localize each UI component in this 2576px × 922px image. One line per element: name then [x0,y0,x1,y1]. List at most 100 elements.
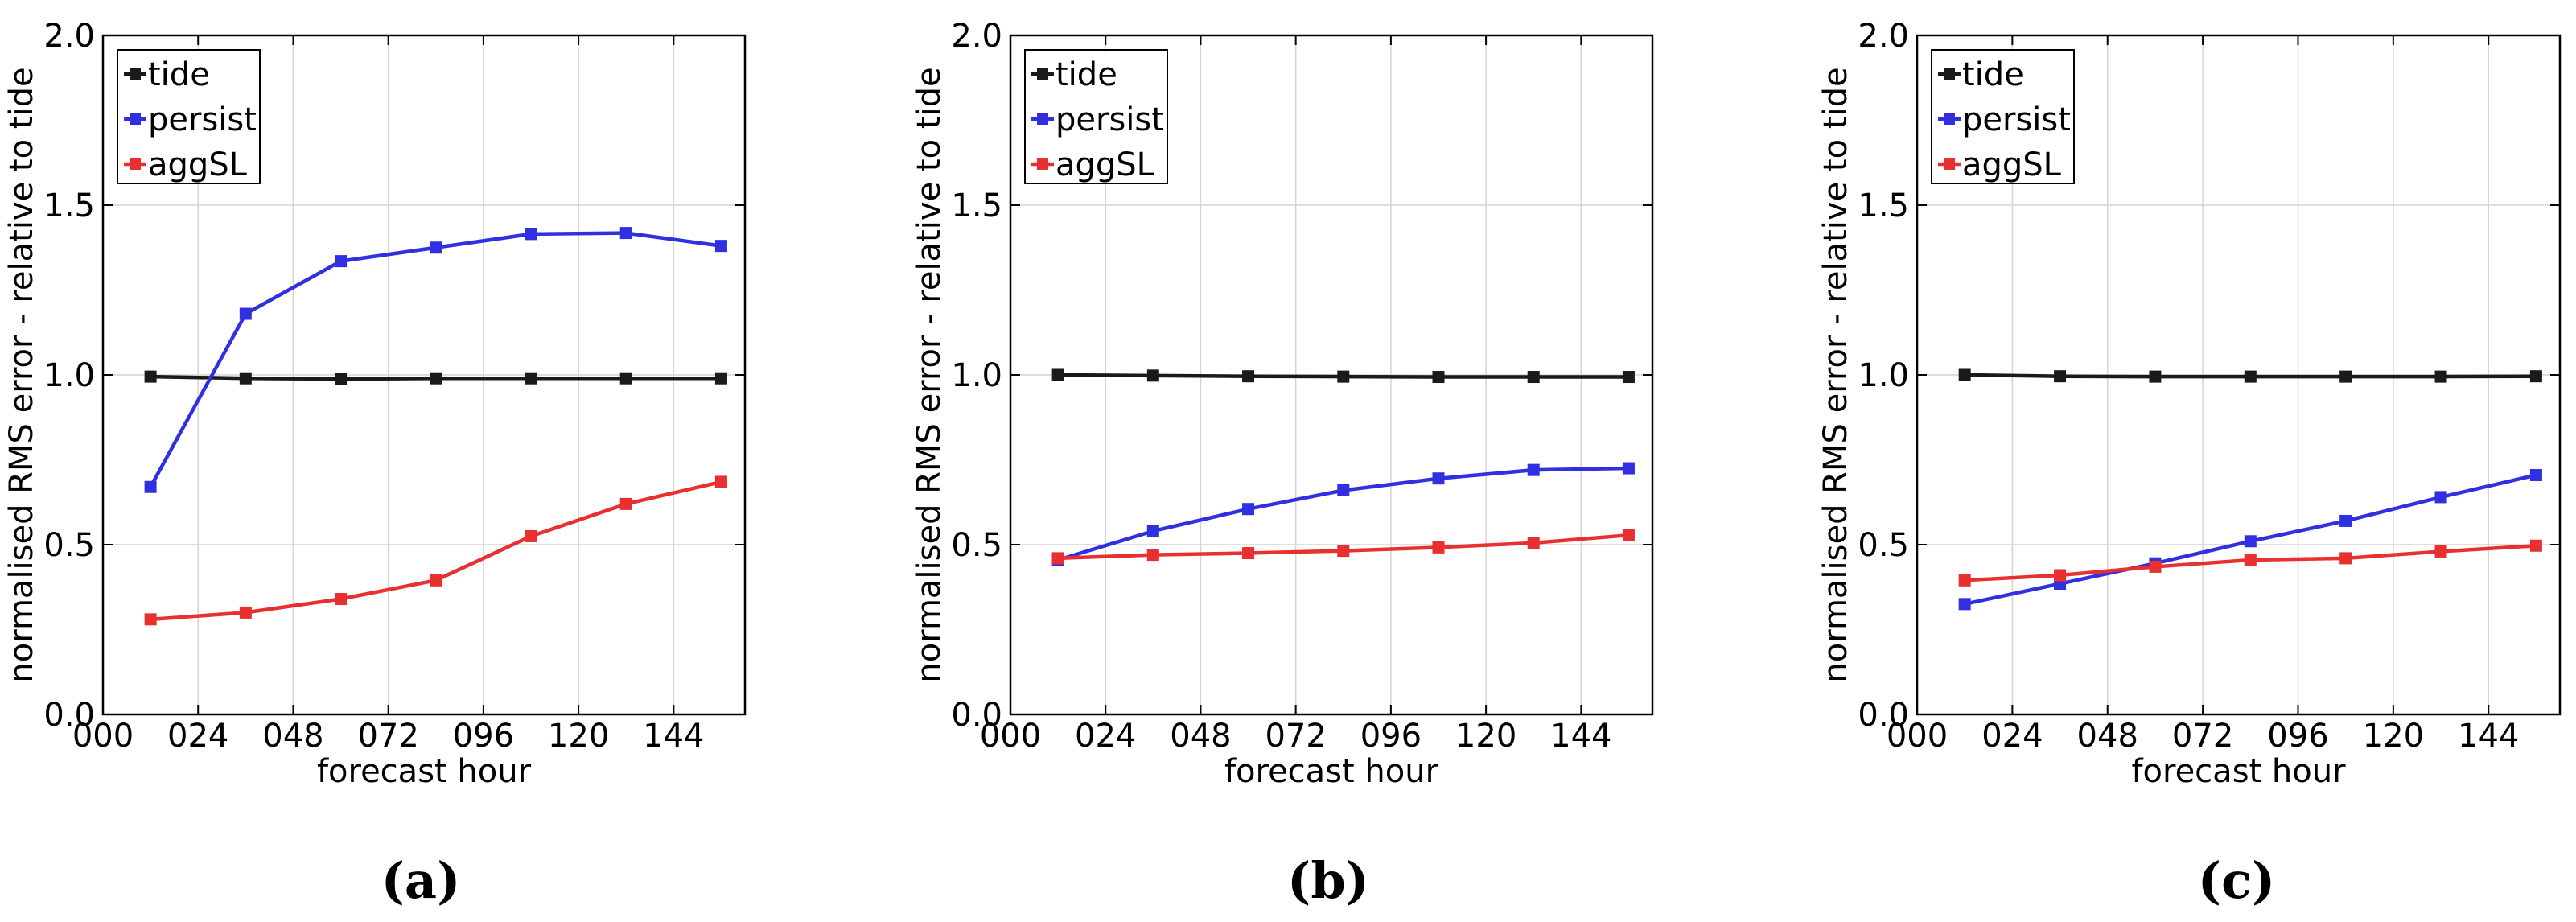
legend-box [117,49,261,184]
data-point-tide [335,373,348,385]
data-point-aggSL [1337,545,1350,558]
data-point-tide [1432,371,1445,384]
data-point-aggSL [1432,541,1445,554]
y-tick-label: 1.5 [43,187,95,224]
chart-panel-a: 000 024 048 072 096 120 144 0.0 0.5 1.0 1.5 2.0 tide… [3,18,747,910]
data-point-persist [619,227,632,240]
x-tick-label: 144 [643,718,704,755]
chart-panel-c: 000 024 048 072 096 120 144 0.0 0.5 1.0 1.5 2.0 tide… [1817,18,2562,910]
data-point-persist [1527,463,1540,476]
x-tick-label: 024 [1075,718,1136,755]
legend-marker-aggSL [130,158,141,170]
y-tick-label: 2.0 [1858,18,1909,55]
x-tick-label: 144 [1550,718,1611,755]
panel-caption: (a) [381,851,461,910]
data-point-persist [1146,525,1159,537]
x-tick-label: 000 [1887,718,1948,755]
legend-box [1024,49,1168,184]
legend: tide persist aggSL [117,49,261,184]
data-point-tide [2529,370,2542,383]
legend-marker-persist [1944,113,1955,125]
x-axis-label: forecast hour [2131,753,2346,790]
legend-marker-aggSL [1944,158,1955,170]
data-point-persist [2244,535,2257,548]
x-tick-label: 048 [262,718,323,755]
x-tick-label: 072 [2172,718,2233,755]
data-point-persist [1958,598,1971,611]
x-tick-label: 096 [2267,718,2328,755]
series-line-aggSL [150,480,722,622]
data-point-aggSL [1146,549,1159,562]
data-point-persist [1337,484,1350,496]
data-point-persist [144,480,157,493]
legend-marker-tide [1944,68,1955,80]
y-tick-label: 0.0 [43,697,95,734]
data-point-aggSL [2054,569,2067,582]
data-point-tide [2434,370,2447,383]
x-tick-label: 048 [2077,718,2138,755]
data-point-tide [1527,371,1540,384]
chart-panel-b: 000 024 048 072 096 120 144 0.0 0.5 1.0 1.5 2.0 tide… [911,18,1654,910]
plot-frame [101,34,747,716]
data-point-aggSL [619,497,632,510]
legend-label-aggSL: aggSL [1056,146,1155,183]
y-tick-label: 0.5 [43,527,95,564]
x-tick-label: 144 [2458,718,2519,755]
panel-caption: (c) [2198,851,2275,910]
x-tick-label: 024 [167,718,228,755]
data-point-persist [430,241,442,254]
legend-label-tide: tide [1962,56,2024,93]
legend-marker-persist [1037,113,1048,125]
y-axis-label: normalised RMS error - relative to tide [911,67,948,682]
data-point-persist [335,255,348,268]
x-tick-label: 072 [357,718,418,755]
y-tick-label: 1.0 [43,357,95,394]
data-point-aggSL [1622,529,1635,541]
data-point-persist [525,228,537,241]
legend-marker-tide [1037,68,1048,80]
data-point-aggSL [144,613,157,626]
legend-label-tide: tide [148,56,210,93]
data-point-aggSL [2339,552,2352,565]
legend-marker-persist [130,113,141,125]
data-point-tide [1051,368,1064,381]
legend-label-persist: persist [1962,101,2071,138]
data-point-aggSL [2529,539,2542,552]
y-tick-label: 0.0 [951,697,1002,734]
y-tick-label: 1.0 [1858,357,1909,394]
x-tick-label: 048 [1170,718,1231,755]
legend: tide persist aggSL [1931,49,2075,184]
data-point-tide [2339,370,2352,383]
x-tick-label: 024 [1981,718,2043,755]
data-point-tide [1622,371,1635,384]
data-point-aggSL [2434,545,2447,558]
y-tick-label: 1.5 [951,187,1002,224]
legend-label-aggSL: aggSL [148,146,248,183]
data-point-persist [2339,514,2352,527]
data-point-persist [1432,472,1445,485]
x-tick-label: 120 [548,718,609,755]
x-tick-label: 120 [2363,718,2424,755]
y-tick-label: 2.0 [951,18,1002,55]
data-point-persist [714,240,727,253]
data-point-aggSL [1051,552,1064,565]
data-point-persist [2434,491,2447,504]
x-tick-label: 120 [1455,718,1516,755]
x-axis-label: forecast hour [317,753,532,790]
data-point-tide [1242,370,1255,383]
legend-label-persist: persist [1056,101,1164,138]
legend-box [1931,49,2075,184]
y-tick-label: 1.5 [1858,187,1909,224]
data-point-aggSL [1527,537,1540,549]
legend-marker-aggSL [1037,158,1048,170]
y-tick-label: 0.0 [1858,697,1909,734]
x-tick-label: 000 [980,718,1041,755]
data-point-persist [1622,462,1635,475]
data-point-tide [144,370,157,383]
series-line-persist [149,231,722,488]
x-tick-label: 096 [453,718,514,755]
data-point-aggSL [714,475,727,488]
legend-label-persist: persist [148,101,257,138]
data-point-aggSL [2244,554,2257,566]
